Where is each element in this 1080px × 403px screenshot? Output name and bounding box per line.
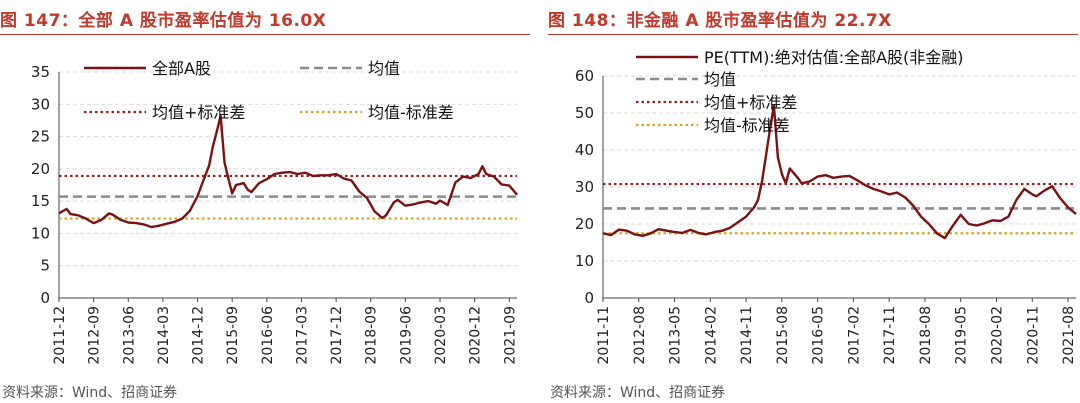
x-tick-label: 2014-12 <box>191 306 207 365</box>
x-tick-label: 2021-08 <box>1061 306 1077 365</box>
legend-label: 均值+标准差 <box>152 103 245 122</box>
legend-label: 全部A股 <box>152 59 211 78</box>
x-tick-label: 2019-05 <box>954 306 970 365</box>
legend-label: 均值+标准差 <box>704 93 797 112</box>
source-note: 资料来源：Wind、招商证券 <box>2 385 178 401</box>
y-tick-label: 15 <box>31 192 50 210</box>
x-tick-label: 2018-08 <box>918 306 934 365</box>
x-tick-label: 2020-03 <box>433 306 449 365</box>
x-tick-label: 2021-09 <box>502 306 518 365</box>
chart-title: 图 147：全部 A 股市盈率估值为 16.0X <box>0 11 327 31</box>
series-line <box>58 114 518 229</box>
legend-label: PE(TTM):绝对估值:全部A股(非金融) <box>704 48 964 67</box>
x-tick-label: 2012-09 <box>87 306 103 365</box>
x-tick-label: 2020-11 <box>1025 306 1041 365</box>
y-tick-label: 5 <box>40 257 50 275</box>
y-tick-label: 40 <box>575 141 594 159</box>
x-tick-label: 2019-06 <box>398 306 414 365</box>
x-tick-label: 2017-03 <box>294 306 310 365</box>
x-tick-label: 2016-05 <box>811 306 827 365</box>
x-tick-label: 2014-03 <box>156 306 172 365</box>
y-tick-label: 20 <box>575 215 594 233</box>
x-tick-label: 2014-11 <box>739 306 755 365</box>
x-tick-label: 2013-06 <box>121 306 137 365</box>
y-tick-label: 0 <box>40 289 50 307</box>
y-tick-label: 20 <box>31 160 50 178</box>
y-tick-label: 30 <box>575 178 594 196</box>
y-tick-label: 10 <box>31 224 50 242</box>
pe-chart-all-a-shares: 0 5 10 15 20 25 30 35 2011-12 2012-09 2013-06 2014-… <box>31 59 518 365</box>
y-tick-label: 60 <box>575 67 594 85</box>
y-tick-label: 10 <box>575 252 594 270</box>
series-line <box>602 104 1077 240</box>
pe-chart-non-financial: 0 10 20 30 40 50 60 2011-11 2012-08 2013-05 2014-0… <box>575 48 1077 365</box>
x-tick-label: 2018-09 <box>364 306 380 365</box>
x-tick-label: 2017-11 <box>882 306 898 365</box>
x-tick-label: 2016-06 <box>260 306 276 365</box>
x-tick-label: 2015-09 <box>225 306 241 365</box>
x-tick-label: 2020-12 <box>468 306 484 365</box>
legend-label: 均值 <box>368 59 400 78</box>
legend-label: 均值-标准差 <box>368 103 454 122</box>
x-tick-label: 2014-02 <box>703 306 719 365</box>
x-tick-label: 2011-12 <box>52 306 68 365</box>
chart-panel-right: 图 148：非金融 A 股市盈率估值为 22.7X 0 10 20 30 40 50 60 2… <box>548 0 1078 403</box>
title-underline <box>548 34 1078 35</box>
x-tick-label: 2020-02 <box>990 306 1006 365</box>
x-tick-label: 2017-02 <box>846 306 862 365</box>
legend-label: 均值-标准差 <box>704 116 790 135</box>
source-note: 资料来源：Wind、招商证券 <box>550 385 726 401</box>
x-tick-label: 2012-08 <box>632 306 648 365</box>
chart-title: 图 148：非金融 A 股市盈率估值为 22.7X <box>548 11 892 31</box>
y-tick-label: 50 <box>575 104 594 122</box>
y-tick-label: 0 <box>584 289 594 307</box>
x-tick-label: 2015-08 <box>775 306 791 365</box>
legend-label: 均值 <box>704 70 736 89</box>
chart-panel-left: 图 147：全部 A 股市盈率估值为 16.0X 0 5 10 15 20 25 30 35 2… <box>0 0 530 403</box>
y-tick-label: 35 <box>31 63 50 81</box>
x-tick-label: 2013-05 <box>668 306 684 365</box>
title-underline <box>0 34 530 35</box>
y-tick-label: 30 <box>31 95 50 113</box>
x-tick-label: 2017-12 <box>329 306 345 365</box>
y-tick-label: 25 <box>31 128 50 146</box>
x-tick-label: 2011-11 <box>596 306 612 365</box>
